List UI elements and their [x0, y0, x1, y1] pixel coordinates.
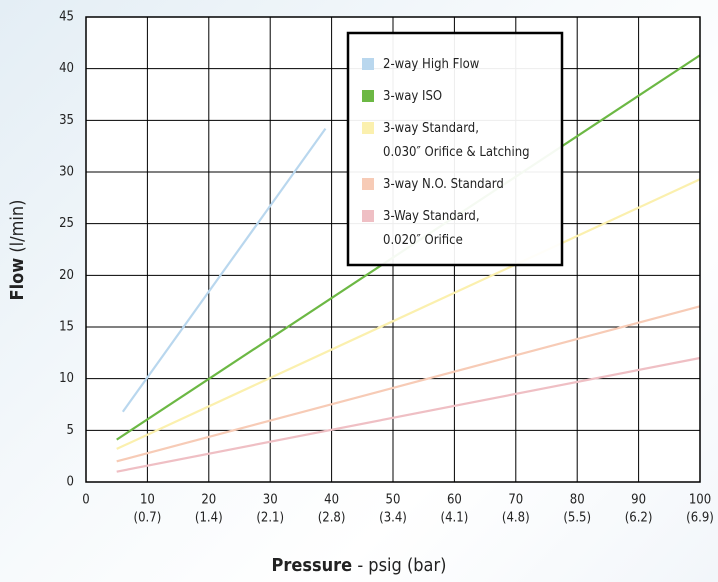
x-tick-sublabel: (6.2) [625, 511, 653, 526]
legend-swatch [362, 90, 374, 102]
legend-box [346, 31, 564, 267]
y-tick-label: 25 [59, 216, 74, 231]
x-tick-label: 30 [263, 493, 278, 508]
legend: 2-way High Flow 3-way ISO 3-way Standard, 0… [346, 31, 564, 267]
x-tick-sublabel: (3.4) [379, 511, 407, 526]
series-line [121, 127, 327, 413]
y-axis-title: Flow (l/min) [7, 200, 28, 301]
series-line [116, 178, 701, 450]
legend-label: 3-way ISO [383, 89, 442, 104]
y-axis-title-bold: Flow [7, 258, 28, 301]
y-tick-label: 45 [59, 10, 74, 25]
x-tick-sublabel: (2.8) [318, 511, 346, 526]
x-axis-title-bold: Pressure [272, 555, 353, 576]
y-tick-label: 40 [59, 61, 74, 76]
legend-label-line: 2-way High Flow [383, 57, 480, 72]
legend-label-line: 0.020″ Orifice [383, 233, 463, 248]
y-axis-title-rest: (l/min) [7, 200, 28, 258]
legend-label: 2-way High Flow [383, 57, 480, 72]
legend-label: 3-Way Standard, 0.020″ Orifice [383, 209, 480, 248]
x-tick-sublabel: (1.4) [195, 511, 223, 526]
y-tick-label: 15 [59, 320, 74, 335]
y-tick-label: 10 [59, 371, 74, 386]
legend-label-line: 3-way N.O. Standard [383, 177, 504, 192]
x-tick-label: 0 [82, 493, 89, 508]
legend-swatch [362, 58, 374, 70]
x-tick-sublabel: (2.1) [256, 511, 284, 526]
x-tick-label: 10 [140, 493, 155, 508]
x-tick-label: 80 [570, 493, 585, 508]
legend-label-line: 0.030″ Orifice & Latching [383, 145, 530, 160]
legend-label-line: 3-way ISO [383, 89, 442, 104]
x-tick-label: 50 [386, 493, 401, 508]
x-tick-label: 40 [324, 493, 339, 508]
x-tick-sublabel: (0.7) [134, 511, 162, 526]
series-line [116, 305, 701, 463]
x-tick-sublabel: (4.1) [441, 511, 469, 526]
series-lines [116, 54, 701, 473]
series-line [116, 356, 701, 473]
y-tick-label: 35 [59, 113, 74, 128]
x-tick-label: 20 [201, 493, 216, 508]
legend-label: 3-way Standard, 0.030″ Orifice & Latching [383, 121, 530, 160]
legend-swatch [362, 210, 374, 222]
x-tick-sublabel: (5.5) [563, 511, 591, 526]
legend-swatch [362, 178, 374, 190]
tick-labels: 0 5 10 15 20 25 30 35 40 45 0 10 (0.7) 20 (1.4) 30 (2.1)… [59, 10, 714, 526]
x-tick-label: 70 [508, 493, 523, 508]
y-tick-label: 30 [59, 165, 74, 180]
x-tick-sublabel: (4.8) [502, 511, 530, 526]
y-tick-label: 5 [67, 423, 74, 438]
legend-swatch [362, 122, 374, 134]
x-tick-label: 100 [689, 493, 711, 508]
y-tick-label: 0 [67, 475, 74, 490]
x-axis-title: Pressure - psig (bar) [272, 555, 447, 576]
x-tick-sublabel: (6.9) [686, 511, 714, 526]
x-tick-label: 60 [447, 493, 462, 508]
legend-label: 3-way N.O. Standard [383, 177, 504, 192]
x-tick-label: 90 [631, 493, 646, 508]
legend-label-line: 3-way Standard, [383, 121, 479, 136]
x-axis-title-rest: - psig (bar) [352, 555, 446, 576]
plot-frame [85, 16, 701, 483]
legend-label-line: 3-Way Standard, [383, 209, 480, 224]
y-tick-label: 20 [59, 268, 74, 283]
